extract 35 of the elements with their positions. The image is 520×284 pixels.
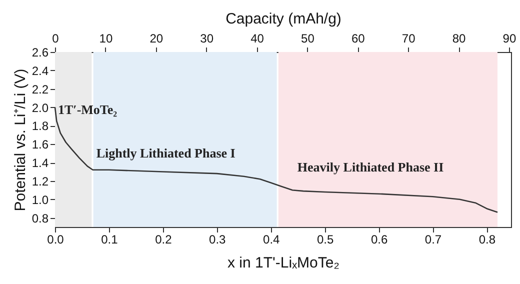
band-label: 1T′-MoTe₂ — [58, 102, 118, 117]
x2-tick-label: 90 — [502, 32, 516, 46]
x-tick-label: 0.0 — [47, 232, 64, 246]
x-tick-label: 0.8 — [478, 232, 496, 246]
y-tick-label: 1.2 — [32, 174, 49, 188]
y-tick-label: 2.0 — [32, 100, 49, 115]
x2-tick-label: 20 — [150, 32, 164, 46]
x2-tick-label: 60 — [351, 32, 366, 46]
y-tick-label: 2.4 — [32, 64, 49, 78]
band-label: Heavily Lithiated Phase II — [297, 160, 444, 174]
x2-tick-label: 70 — [402, 32, 416, 46]
y-tick-label: 1.8 — [32, 119, 49, 134]
x-tick-label: 0.4 — [263, 232, 280, 246]
band-label: Lightly Lithiated Phase I — [96, 146, 236, 160]
x-tick-label: 0.5 — [316, 232, 334, 246]
x-tick-label: 0.3 — [209, 232, 226, 246]
x-tick-label: 0.2 — [155, 232, 172, 246]
x2-tick-label: 40 — [250, 32, 264, 46]
x2-tick-label: 80 — [452, 32, 466, 46]
y-tick-label: 1.4 — [32, 156, 49, 170]
y-tick-label: 2.2 — [32, 82, 49, 96]
y-tick-label: 1.6 — [32, 138, 49, 152]
x2-tick-label: 10 — [99, 32, 113, 46]
x2-axis-title: Capacity (mAh/g) — [226, 10, 342, 28]
y-tick-label: 2.6 — [32, 46, 49, 60]
x-axis-title: x in 1T'-LiₓMoTe₂ — [228, 254, 340, 272]
x-tick-label: 0.7 — [424, 232, 442, 246]
y-tick-label: 1.0 — [32, 192, 49, 207]
x-tick-label: 0.6 — [370, 232, 388, 246]
x2-tick-label: 50 — [301, 32, 315, 46]
x2-tick-label: 30 — [200, 32, 214, 46]
x-tick-label: 0.1 — [101, 232, 118, 246]
y-tick-label: 0.8 — [32, 211, 49, 226]
y-axis-title: Potential vs. Li⁺/Li (V) — [12, 68, 29, 212]
x2-tick-label: 0 — [52, 32, 60, 46]
